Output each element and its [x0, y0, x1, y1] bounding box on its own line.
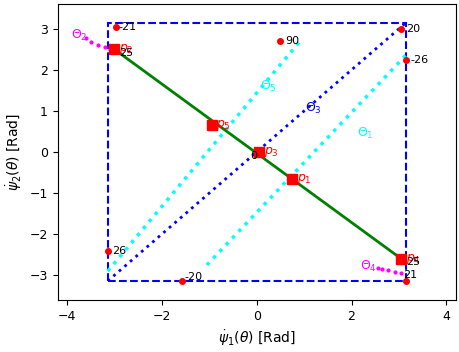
Text: $p_{4}$: $p_{4}$	[405, 252, 420, 266]
Text: $p_{5}$: $p_{5}$	[216, 118, 231, 132]
Text: -20: -20	[184, 272, 202, 282]
Text: 21: 21	[403, 270, 416, 280]
Text: 25: 25	[119, 48, 133, 57]
Text: 20: 20	[405, 24, 419, 34]
Text: -26: -26	[409, 55, 427, 65]
Text: $p_{1}$: $p_{1}$	[297, 172, 311, 186]
Text: $\Theta_{5}$: $\Theta_{5}$	[260, 79, 276, 94]
Bar	[107, 23, 405, 281]
Text: -21: -21	[118, 22, 136, 32]
Text: 26: 26	[112, 246, 126, 256]
Text: 25: 25	[405, 257, 419, 267]
Text: $p_{3}$: $p_{3}$	[263, 145, 278, 159]
Text: $p_{2}$: $p_{2}$	[119, 42, 134, 56]
Text: $\Theta_{4}$: $\Theta_{4}$	[359, 259, 376, 274]
Text: $\Theta_{2}$: $\Theta_{2}$	[70, 27, 87, 43]
Text: $\Theta_{1}$: $\Theta_{1}$	[357, 126, 373, 141]
Text: 90: 90	[285, 36, 299, 46]
Text: 0: 0	[250, 151, 257, 162]
Y-axis label: $\dot{\psi}_2(\theta)$ [Rad]: $\dot{\psi}_2(\theta)$ [Rad]	[4, 113, 24, 191]
Text: $\Theta_{3}$: $\Theta_{3}$	[304, 101, 321, 117]
X-axis label: $\dot{\psi}_1(\theta)$ [Rad]: $\dot{\psi}_1(\theta)$ [Rad]	[217, 328, 295, 348]
